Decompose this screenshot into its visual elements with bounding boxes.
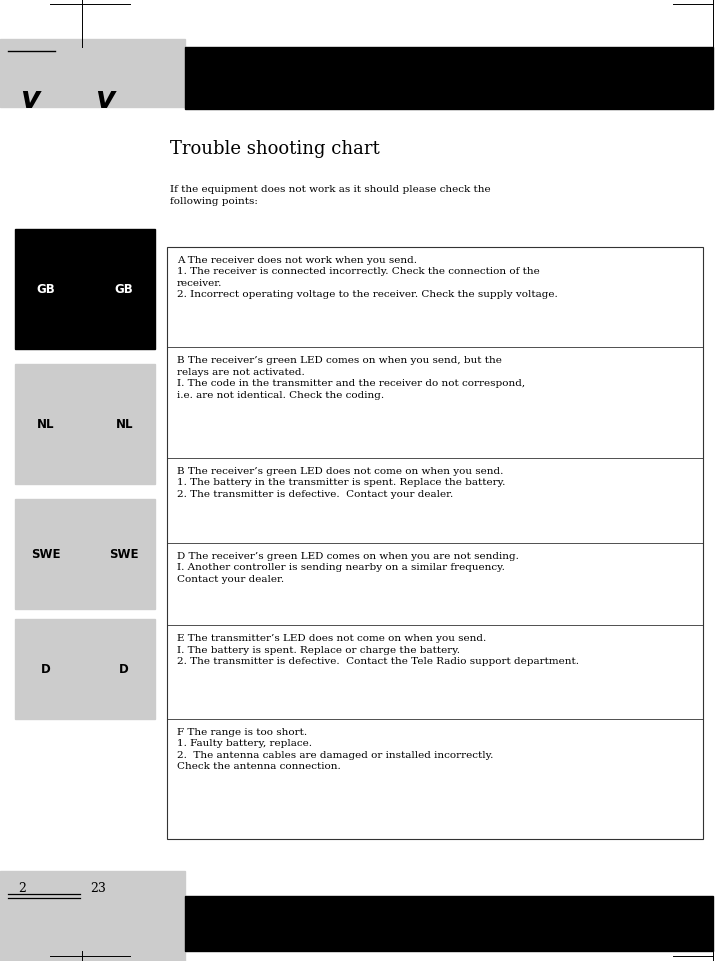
Text: E The transmitter’s LED does not come on when you send.: E The transmitter’s LED does not come on… — [177, 633, 487, 643]
Text: D: D — [41, 663, 51, 676]
Text: v: v — [20, 86, 40, 114]
Text: 2: 2 — [18, 881, 26, 894]
Text: 23: 23 — [90, 881, 106, 894]
Text: D: D — [119, 663, 129, 676]
Text: GB: GB — [36, 283, 55, 296]
Bar — [185, 896, 713, 951]
Text: v: v — [95, 86, 115, 114]
Text: 1. The receiver is connected incorrectly. Check the connection of the
receiver.
: 1. The receiver is connected incorrectly… — [177, 267, 557, 299]
Text: I. The battery is spent. Replace or charge the battery.
2. The transmitter is de: I. The battery is spent. Replace or char… — [177, 645, 579, 666]
Text: NL: NL — [116, 418, 133, 431]
Text: A The receiver does not work when you send.: A The receiver does not work when you se… — [177, 256, 417, 264]
Text: B The receiver’s green LED comes on when you send, but the
relays are not activa: B The receiver’s green LED comes on when… — [177, 356, 502, 377]
Bar — [167, 248, 703, 839]
Text: SWE: SWE — [31, 548, 61, 561]
Text: I. Another controller is sending nearby on a similar frequency.
Contact your dea: I. Another controller is sending nearby … — [177, 563, 505, 583]
Text: D The receiver’s green LED comes on when you are not sending.: D The receiver’s green LED comes on when… — [177, 552, 519, 560]
Text: F The range is too short.: F The range is too short. — [177, 727, 307, 736]
Text: 1. Faulty battery, replace.
2.  The antenna cables are damaged or installed inco: 1. Faulty battery, replace. 2. The anten… — [177, 738, 493, 770]
Bar — [185, 48, 713, 110]
Bar — [15, 364, 155, 484]
Text: SWE: SWE — [109, 548, 139, 561]
Text: 1. The battery in the transmitter is spent. Replace the battery.
2. The transmit: 1. The battery in the transmitter is spe… — [177, 478, 505, 498]
Bar — [15, 230, 155, 350]
Text: NL: NL — [37, 418, 54, 431]
Text: B The receiver’s green LED does not come on when you send.: B The receiver’s green LED does not come… — [177, 466, 503, 476]
Bar — [0, 40, 185, 108]
Bar — [0, 871, 185, 961]
Text: I. The code in the transmitter and the receiver do not correspond,
i.e. are not : I. The code in the transmitter and the r… — [177, 379, 525, 400]
Text: Trouble shooting chart: Trouble shooting chart — [170, 140, 380, 158]
Text: GB: GB — [115, 283, 134, 296]
Text: If the equipment does not work as it should please check the
following points:: If the equipment does not work as it sho… — [170, 185, 491, 207]
Bar — [15, 619, 155, 719]
Bar — [15, 500, 155, 609]
